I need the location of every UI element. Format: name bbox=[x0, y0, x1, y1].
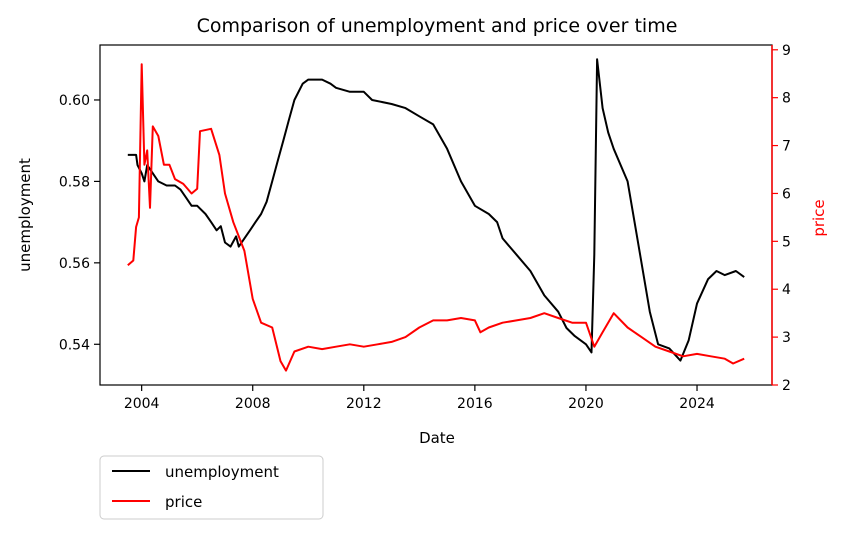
left-y-tick-label: 0.54 bbox=[59, 337, 90, 353]
x-tick-label: 2008 bbox=[235, 396, 271, 412]
left-axis-ticks: 0.54 0.56 0.58 0.60 bbox=[59, 93, 100, 353]
legend: unemployment price bbox=[99, 455, 324, 520]
x-tick-label: 2012 bbox=[346, 396, 382, 412]
right-y-tick-label: 4 bbox=[782, 282, 791, 298]
x-tick-label: 2020 bbox=[568, 396, 604, 412]
left-y-tick-label: 0.60 bbox=[59, 93, 90, 109]
right-y-tick-label: 9 bbox=[782, 43, 791, 59]
left-y-tick-label: 0.56 bbox=[59, 256, 90, 272]
x-axis-label: Date bbox=[419, 429, 455, 447]
right-y-tick-label: 7 bbox=[782, 139, 791, 155]
x-tick-label: 2016 bbox=[457, 396, 493, 412]
right-axis-ticks: 2 3 4 5 6 7 8 9 bbox=[772, 43, 791, 394]
series-layer bbox=[127, 58, 745, 372]
x-tick-label: 2024 bbox=[679, 396, 715, 412]
x-tick-label: 2004 bbox=[124, 396, 160, 412]
right-y-tick-label: 6 bbox=[782, 186, 791, 202]
right-y-tick-label: 2 bbox=[782, 378, 791, 394]
left-y-tick-label: 0.58 bbox=[59, 174, 90, 190]
left-axis-label: unemployment bbox=[16, 158, 34, 272]
x-axis-ticks: 2004 2008 2012 2016 2020 2024 bbox=[124, 385, 715, 412]
chart-title: Comparison of unemployment and price ove… bbox=[197, 15, 678, 37]
right-axis-label: price bbox=[810, 199, 828, 236]
plot-frame bbox=[99, 44, 773, 386]
legend-box bbox=[99, 455, 324, 520]
series-line-unemployment bbox=[127, 58, 745, 362]
right-y-tick-label: 5 bbox=[782, 234, 791, 250]
right-y-tick-label: 3 bbox=[782, 330, 791, 346]
right-y-tick-label: 8 bbox=[782, 91, 791, 107]
series-line-price bbox=[127, 63, 745, 372]
legend-label-unemployment: unemployment bbox=[165, 463, 279, 481]
legend-label-price: price bbox=[165, 493, 202, 511]
